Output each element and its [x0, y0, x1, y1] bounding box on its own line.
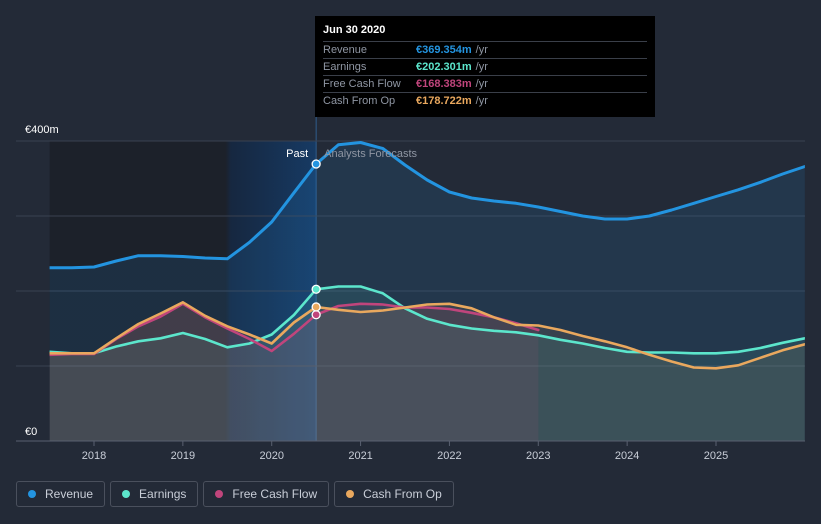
- tooltip-row-earnings: Earnings €202.301m /yr: [323, 58, 647, 75]
- tooltip-label: Earnings: [323, 61, 367, 73]
- revenue-marker: [311, 159, 321, 169]
- legend-label: Revenue: [45, 487, 94, 501]
- legend-item-free-cash-flow[interactable]: Free Cash Flow: [203, 481, 330, 507]
- legend-label: Cash From Op: [363, 487, 442, 501]
- tooltip-date: Jun 30 2020: [323, 24, 386, 36]
- tooltip-value: €202.301m: [416, 61, 472, 73]
- earnings-marker: [311, 284, 321, 294]
- revenue-line: [49, 141, 805, 270]
- tooltip-label: Cash From Op: [323, 95, 396, 107]
- tooltip-value: €369.354m: [416, 44, 472, 56]
- free-cash-flow-dot-icon: [215, 490, 224, 498]
- revenue-dot-icon: [28, 490, 36, 498]
- revenue-area: [49, 142, 805, 441]
- y-tick-label: €400m: [25, 124, 59, 136]
- legend-label: Earnings: [139, 487, 187, 501]
- x-tick-label: 2025: [704, 450, 728, 462]
- tooltip-unit: /yr: [475, 78, 488, 90]
- legend-item-cash-from-op[interactable]: Cash From Op: [334, 481, 454, 507]
- fcf-area: [49, 303, 539, 441]
- cfo-line: [49, 301, 805, 370]
- fcf-marker: [311, 310, 321, 320]
- earnings-line: [49, 285, 805, 355]
- x-tick-label: 2023: [526, 450, 550, 462]
- tooltip: Jun 30 2020 Revenue €369.354m /yr Earnin…: [315, 16, 655, 117]
- fcf-line: [49, 302, 540, 357]
- tooltip-unit: /yr: [475, 44, 488, 56]
- tooltip-label: Revenue: [323, 44, 368, 56]
- tooltip-value: €168.383m: [416, 78, 472, 90]
- legend: Revenue Earnings Free Cash Flow Cash Fro…: [16, 481, 454, 507]
- forecast-label: Analysts Forecasts: [324, 148, 417, 160]
- tooltip-unit: /yr: [475, 61, 488, 73]
- x-tick-label: 2024: [615, 450, 639, 462]
- legend-item-revenue[interactable]: Revenue: [16, 481, 106, 507]
- legend-label: Free Cash Flow: [232, 487, 318, 501]
- legend-item-earnings[interactable]: Earnings: [110, 481, 199, 507]
- cash-from-op-dot-icon: [346, 490, 355, 498]
- x-tick-label: 2020: [259, 450, 283, 462]
- earnings-area: [49, 286, 805, 441]
- x-tick-label: 2022: [437, 450, 461, 462]
- cfo-marker: [311, 302, 321, 312]
- earnings-dot-icon: [122, 490, 131, 498]
- tooltip-row-free-cash-flow: Free Cash Flow €168.383m /yr: [323, 75, 647, 92]
- tooltip-value: €178.722m: [416, 95, 472, 107]
- tooltip-unit: /yr: [475, 95, 488, 107]
- x-tick-label: 2018: [82, 450, 106, 462]
- x-axis: 2018 2019 2020 2021 2022 2023 2024 2025: [16, 440, 805, 462]
- past-label: Past: [286, 148, 308, 160]
- x-tick-label: 2021: [348, 450, 372, 462]
- tooltip-row-revenue: Revenue €369.354m /yr: [323, 41, 647, 58]
- y-tick-label: €0: [25, 426, 37, 438]
- cfo-area: [49, 302, 805, 441]
- tooltip-label: Free Cash Flow: [323, 78, 401, 90]
- x-tick-label: 2019: [171, 450, 195, 462]
- tooltip-row-cash-from-op: Cash From Op €178.722m /yr: [323, 92, 647, 109]
